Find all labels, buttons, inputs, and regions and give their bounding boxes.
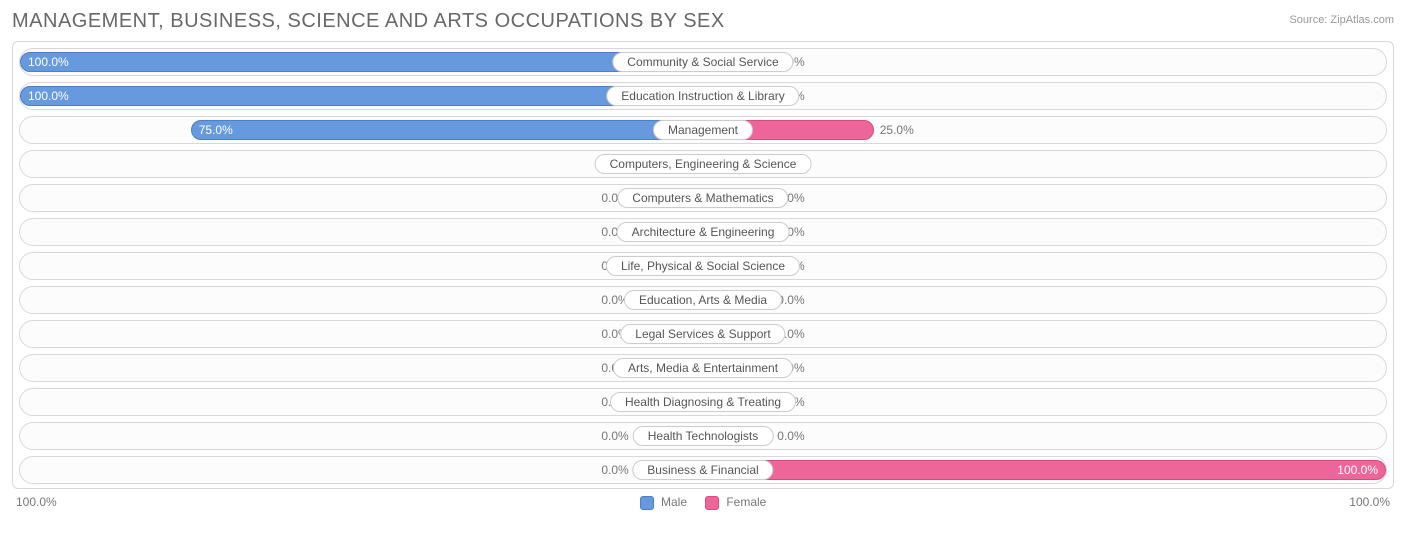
category-label: Legal Services & Support <box>620 324 785 344</box>
legend-male-label: Male <box>661 495 687 509</box>
female-half: 0.0% <box>703 287 1386 313</box>
male-half: 100.0% <box>20 49 703 75</box>
male-half: 0.0% <box>20 457 703 483</box>
female-half: 0.0% <box>703 49 1386 75</box>
male-bar <box>191 120 703 140</box>
data-row: 0.0%0.0%Computers, Engineering & Science <box>19 150 1387 178</box>
female-half: 0.0% <box>703 83 1386 109</box>
data-row: 100.0% 0.0%Community & Social Service <box>19 48 1387 76</box>
female-half: 0.0% <box>703 389 1386 415</box>
female-half: 0.0% <box>703 253 1386 279</box>
header: MANAGEMENT, BUSINESS, SCIENCE AND ARTS O… <box>12 10 1394 33</box>
female-half: 0.0% <box>703 219 1386 245</box>
female-value: 0.0% <box>771 429 804 443</box>
data-row: 0.0%0.0%Legal Services & Support <box>19 320 1387 348</box>
legend: Male Female <box>640 495 767 510</box>
male-half: 100.0% <box>20 83 703 109</box>
data-row: 75.0% 25.0% Management <box>19 116 1387 144</box>
category-label: Education, Arts & Media <box>624 290 782 310</box>
male-half: 0.0% <box>20 185 703 211</box>
female-bar <box>703 460 1386 480</box>
category-label: Computers & Mathematics <box>617 188 788 208</box>
female-value: 25.0% <box>874 123 914 137</box>
legend-female: Female <box>705 495 766 510</box>
category-label: Community & Social Service <box>612 52 793 72</box>
male-value: 100.0% <box>20 89 69 103</box>
male-half: 0.0% <box>20 321 703 347</box>
male-bar <box>20 52 703 72</box>
male-value: 0.0% <box>601 429 634 443</box>
category-label: Architecture & Engineering <box>617 222 790 242</box>
data-row: 0.0%0.0%Computers & Mathematics <box>19 184 1387 212</box>
legend-male: Male <box>640 495 687 510</box>
male-half: 75.0% <box>20 117 703 143</box>
chart-area: 100.0%0.0%Community & Social Service100.… <box>12 41 1394 489</box>
data-row: 0.0%0.0%Life, Physical & Social Science <box>19 252 1387 280</box>
data-row: 100.0% 0.0%Education Instruction & Librar… <box>19 82 1387 110</box>
legend-female-label: Female <box>726 495 766 509</box>
male-value: 0.0% <box>601 463 634 477</box>
male-half: 0.0% <box>20 287 703 313</box>
chart-footer: 100.0% Male Female 100.0% <box>12 495 1394 510</box>
female-swatch-icon <box>705 496 719 510</box>
data-row: 0.0%0.0%Architecture & Engineering <box>19 218 1387 246</box>
axis-left-label: 100.0% <box>16 495 57 509</box>
category-label: Management <box>653 120 753 140</box>
category-label: Health Diagnosing & Treating <box>610 392 796 412</box>
female-half: 0.0% <box>703 185 1386 211</box>
data-row: 0.0% 0.0%Health Technologists <box>19 422 1387 450</box>
category-label: Health Technologists <box>633 426 774 446</box>
category-label: Life, Physical & Social Science <box>606 256 800 276</box>
male-value: 100.0% <box>20 55 69 69</box>
female-half: 0.0% <box>703 321 1386 347</box>
category-label: Arts, Media & Entertainment <box>613 358 793 378</box>
female-half: 100.0% <box>703 457 1386 483</box>
female-half: 0.0% <box>703 355 1386 381</box>
male-half: 0.0% <box>20 423 703 449</box>
data-row: 0.0%0.0%Arts, Media & Entertainment <box>19 354 1387 382</box>
axis-right-label: 100.0% <box>1349 495 1390 509</box>
category-label: Business & Financial <box>632 460 773 480</box>
male-half: 0.0% <box>20 355 703 381</box>
category-label: Computers, Engineering & Science <box>595 154 812 174</box>
data-row: 0.0% 100.0% Business & Financial <box>19 456 1387 484</box>
chart-title: MANAGEMENT, BUSINESS, SCIENCE AND ARTS O… <box>12 10 725 33</box>
category-label: Education Instruction & Library <box>606 86 799 106</box>
chart-source: Source: ZipAtlas.com <box>1289 10 1394 26</box>
male-half: 0.0% <box>20 253 703 279</box>
male-value: 75.0% <box>191 123 233 137</box>
male-bar <box>20 86 703 106</box>
male-swatch-icon <box>640 496 654 510</box>
male-half: 0.0% <box>20 219 703 245</box>
female-half: 25.0% <box>703 117 1386 143</box>
female-half: 0.0% <box>703 423 1386 449</box>
male-half: 0.0% <box>20 389 703 415</box>
data-row: 0.0%0.0%Health Diagnosing & Treating <box>19 388 1387 416</box>
data-row: 0.0%0.0%Education, Arts & Media <box>19 286 1387 314</box>
female-value: 100.0% <box>1337 463 1386 477</box>
